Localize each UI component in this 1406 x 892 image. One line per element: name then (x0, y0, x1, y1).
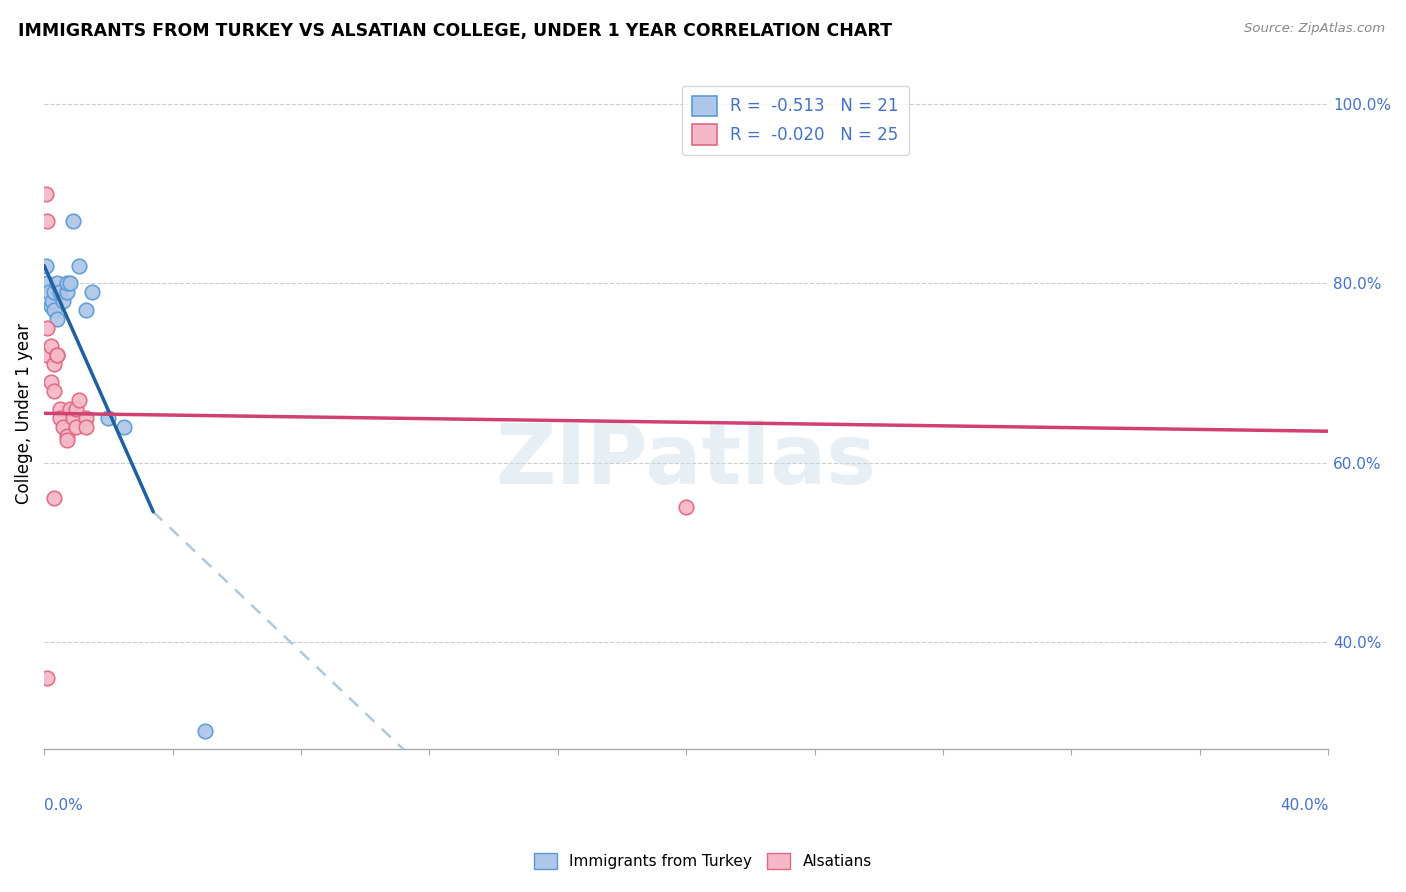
Point (46, 312, 69, 326)
Point (37, 671, 59, 685)
Point (42, 285, 65, 300)
Point (42, 303, 65, 318)
Point (46, 348, 69, 362)
Point (55, 428, 77, 442)
Text: Source: ZipAtlas.com: Source: ZipAtlas.com (1244, 22, 1385, 36)
Point (194, 724, 217, 739)
Point (42, 384, 65, 398)
Point (55, 285, 77, 300)
Point (675, 500, 697, 515)
Point (37, 321, 59, 335)
Point (75, 419, 97, 434)
Point (39, 375, 62, 389)
Point (49, 410, 72, 425)
Point (112, 419, 135, 434)
Text: ZIPatlas: ZIPatlas (496, 420, 876, 500)
Text: IMMIGRANTS FROM TURKEY VS ALSATIAN COLLEGE, UNDER 1 YEAR CORRELATION CHART: IMMIGRANTS FROM TURKEY VS ALSATIAN COLLE… (18, 22, 893, 40)
Text: 40.0%: 40.0% (1279, 798, 1329, 814)
Point (67, 259, 90, 273)
Point (55, 277, 77, 291)
Point (59, 401, 82, 416)
Point (37, 348, 59, 362)
Point (49, 285, 72, 300)
Point (82, 285, 104, 300)
Point (35, 186, 58, 201)
Point (37, 277, 59, 291)
Point (46, 277, 69, 291)
Legend: R =  -0.513   N = 21, R =  -0.020   N = 25: R = -0.513 N = 21, R = -0.020 N = 25 (682, 86, 908, 155)
Point (39, 339, 62, 353)
Point (37, 213, 59, 227)
Point (52, 419, 75, 434)
Point (67, 392, 90, 407)
Point (52, 294, 75, 309)
Point (62, 213, 84, 227)
Point (75, 303, 97, 318)
Point (49, 401, 72, 416)
Legend: Immigrants from Turkey, Alsatians: Immigrants from Turkey, Alsatians (529, 847, 877, 875)
Point (42, 357, 65, 371)
Point (59, 277, 82, 291)
Point (39, 299, 62, 313)
Text: 0.0%: 0.0% (44, 798, 83, 814)
Point (62, 410, 84, 425)
Point (97, 410, 120, 425)
Point (38, 285, 60, 300)
Point (65, 419, 87, 434)
Y-axis label: College, Under 1 year: College, Under 1 year (15, 323, 32, 504)
Point (35, 259, 58, 273)
Point (41, 294, 63, 309)
Point (55, 433, 77, 447)
Point (42, 491, 65, 506)
Point (75, 410, 97, 425)
Point (46, 348, 69, 362)
Point (65, 401, 87, 416)
